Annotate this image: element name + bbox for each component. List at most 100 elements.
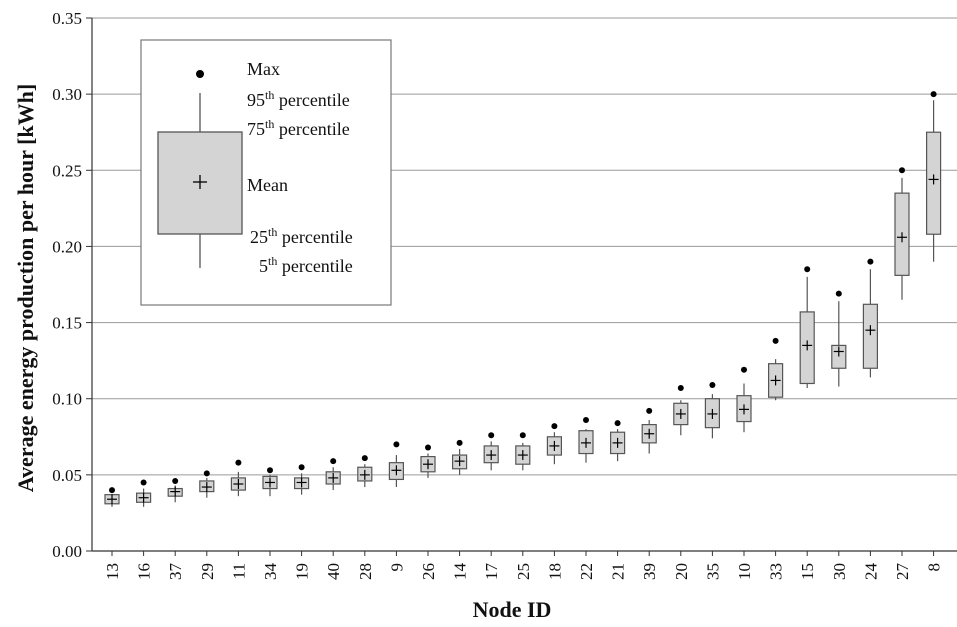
x-axis-title: Node ID	[473, 597, 552, 622]
box-node-14	[452, 439, 468, 475]
y-tick-label: 0.20	[52, 237, 82, 256]
max-marker	[614, 420, 621, 427]
x-tick-label: 29	[198, 563, 217, 580]
box-node-40	[325, 458, 341, 491]
box-node-34	[262, 467, 278, 497]
x-tick-label: 11	[229, 563, 248, 579]
box-node-39	[641, 407, 657, 454]
x-tick-label: 10	[735, 563, 754, 580]
box-node-27	[894, 167, 910, 300]
legend: Max 95th percentile 75th percentile Mean…	[140, 39, 392, 306]
x-tick-label: 22	[577, 563, 596, 580]
legend-mean-label: Mean	[247, 175, 288, 195]
box-node-22	[578, 417, 594, 463]
x-tick-label: 8	[925, 563, 944, 572]
max-marker	[267, 467, 273, 474]
legend-p5-label: 5th percentile	[259, 254, 353, 276]
x-tick-label: 33	[767, 563, 786, 580]
legend-max-marker	[196, 70, 204, 78]
box-node-16	[136, 479, 152, 507]
max-marker	[203, 470, 210, 477]
legend-p95-label: 95th percentile	[247, 88, 350, 110]
legend-max-label: Max	[247, 59, 280, 79]
max-marker	[583, 417, 589, 424]
x-tick-label: 28	[356, 563, 375, 580]
x-tick-label: 37	[166, 563, 185, 581]
max-marker	[361, 455, 368, 462]
box-node-11	[230, 459, 246, 497]
max-marker	[140, 479, 147, 486]
max-marker	[235, 459, 242, 466]
x-tick-label: 35	[703, 563, 722, 580]
max-marker	[741, 366, 747, 373]
x-tick-label: 26	[419, 563, 438, 580]
max-marker	[867, 258, 874, 265]
x-tick-label: 17	[482, 563, 501, 581]
x-tick-label: 13	[103, 563, 122, 580]
box-node-8	[925, 91, 942, 262]
y-tick-label: 0.05	[52, 466, 82, 485]
box-node-21	[609, 420, 626, 462]
x-tick-label: 15	[798, 563, 817, 580]
x-tick-label: 20	[672, 563, 691, 580]
max-marker	[425, 444, 431, 451]
axes	[91, 18, 957, 552]
max-marker	[835, 290, 842, 297]
max-marker	[899, 167, 905, 174]
x-tick-label: 25	[514, 563, 533, 580]
max-marker	[330, 458, 337, 465]
box-node-25	[515, 432, 531, 471]
x-tick-label: 16	[135, 563, 154, 580]
x-tick-label: 27	[893, 563, 912, 581]
x-tick-label: 18	[545, 563, 564, 580]
y-tick-label: 0.15	[52, 314, 82, 333]
y-tick-label: 0.30	[52, 85, 82, 104]
iqr-box	[862, 303, 879, 369]
max-marker	[930, 91, 937, 98]
x-tick-label: 30	[830, 563, 849, 580]
box-node-19	[294, 464, 310, 495]
max-marker	[772, 337, 779, 344]
box-node-24	[862, 258, 879, 378]
x-tick-label: 39	[640, 563, 659, 580]
x-tick-label: 19	[293, 563, 312, 580]
x-tick-label: 40	[324, 563, 343, 580]
box-node-15	[799, 266, 815, 389]
box-node-18	[546, 423, 563, 465]
box-node-20	[673, 385, 689, 436]
box-node-33	[767, 337, 784, 401]
max-marker	[488, 432, 495, 439]
box-node-26	[420, 444, 436, 478]
max-marker	[519, 432, 526, 439]
max-marker	[709, 382, 716, 389]
box-node-13	[104, 487, 120, 507]
legend-p75-label: 75th percentile	[247, 117, 350, 139]
x-tick-label: 34	[261, 563, 280, 581]
y-tick-labels: 0.00 0.05 0.10 0.15 0.20 0.25 0.30 0.35	[52, 9, 82, 561]
y-tick-label: 0.35	[52, 9, 82, 28]
max-marker	[551, 423, 558, 430]
box-node-17	[483, 432, 499, 471]
legend-p25-label: 25th percentile	[250, 225, 353, 247]
max-marker	[677, 385, 684, 392]
box-node-30	[831, 290, 847, 387]
y-axis-title: Average energy production per hour [kWh]	[13, 84, 38, 492]
box-node-35	[704, 382, 721, 439]
x-tick-label: 24	[861, 563, 880, 581]
x-tick-label: 21	[609, 563, 628, 580]
boxes	[104, 91, 942, 507]
y-tick-label: 0.10	[52, 390, 82, 409]
box-node-9	[388, 441, 404, 488]
max-marker	[456, 439, 463, 446]
max-marker	[646, 407, 653, 414]
max-marker	[393, 441, 400, 448]
box-node-10	[736, 366, 752, 433]
y-tick-label: 0.25	[52, 161, 82, 180]
max-marker	[172, 477, 179, 484]
max-marker	[804, 266, 811, 273]
y-tick-label: 0.00	[52, 542, 82, 561]
max-marker	[109, 487, 115, 494]
x-tick-label: 14	[451, 563, 470, 581]
x-tick-label: 9	[387, 563, 406, 572]
max-marker	[298, 464, 305, 471]
